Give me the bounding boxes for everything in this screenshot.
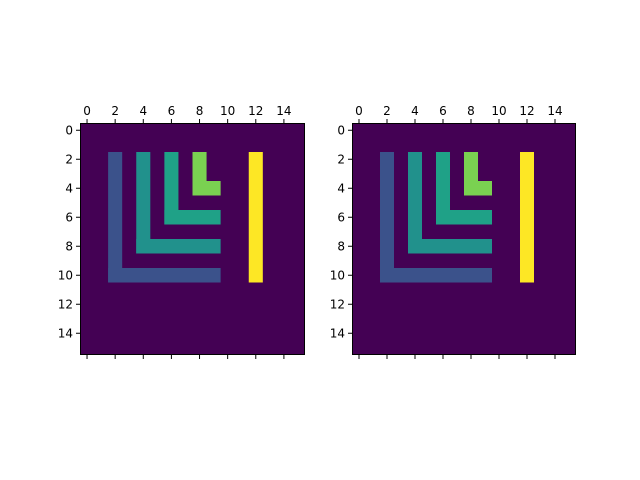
- heatmap-region-4: [408, 239, 492, 254]
- heatmap-region-1: [380, 152, 394, 283]
- x-tick-label: 2: [383, 104, 391, 118]
- y-tick-label: 10: [58, 268, 73, 282]
- x-tick-label: 6: [439, 104, 447, 118]
- x-tick-label: 10: [220, 104, 235, 118]
- heatmap-region-9: [248, 152, 263, 283]
- heatmap-region-8: [192, 181, 221, 196]
- heatmap-region-5: [164, 152, 179, 225]
- x-tick-label: 0: [355, 104, 363, 118]
- heatmap-region-3: [136, 152, 151, 254]
- y-tick-label: 4: [65, 181, 73, 195]
- axis-frame: [352, 123, 576, 355]
- x-tick-label: 14: [276, 104, 291, 118]
- axis-frame: [80, 123, 305, 355]
- panels: 0 2 4 6 8 10 12 14 0 2 4 6 8 10 12 14 0 2 4 6 8 10 12 14 0 2 4 6 8 10…: [58, 104, 576, 359]
- heatmap-region-6: [436, 210, 492, 225]
- y-tick-label: 2: [65, 152, 73, 166]
- heatmap-region-9: [520, 152, 534, 283]
- y-tick-label: 2: [337, 152, 345, 166]
- heatmap-region-3: [408, 152, 422, 254]
- heatmap-region-2: [380, 268, 492, 283]
- heatmap-region-8: [464, 181, 492, 196]
- x-tick-label: 12: [248, 104, 263, 118]
- x-tick-label: 8: [467, 104, 475, 118]
- heatmap-region-6: [164, 210, 221, 225]
- x-tick-label: 0: [83, 104, 91, 118]
- y-tick-label: 8: [337, 239, 345, 253]
- y-tick-label: 8: [65, 239, 73, 253]
- x-tick-label: 12: [519, 104, 534, 118]
- heatmap-panel-2: 0 2 4 6 8 10 12 14 0 2 4 6 8 10 12 14: [330, 104, 576, 359]
- y-tick-label: 10: [330, 268, 345, 282]
- x-tick-label: 14: [547, 104, 562, 118]
- y-tick-label: 6: [65, 210, 73, 224]
- y-tick-label: 0: [65, 123, 73, 137]
- heatmap-region-2: [108, 268, 221, 283]
- y-tick-label: 14: [330, 326, 345, 340]
- x-tick-label: 2: [111, 104, 119, 118]
- y-tick-label: 12: [330, 297, 345, 311]
- heatmap-region-1: [108, 152, 123, 283]
- y-tick-label: 6: [337, 210, 345, 224]
- x-tick-label: 10: [491, 104, 506, 118]
- y-tick-label: 12: [58, 297, 73, 311]
- x-tick-label: 8: [196, 104, 204, 118]
- y-tick-label: 14: [58, 326, 73, 340]
- heatmap-region-4: [136, 239, 221, 254]
- x-tick-label: 6: [168, 104, 176, 118]
- x-tick-label: 4: [411, 104, 419, 118]
- heatmap-region-5: [436, 152, 450, 225]
- y-tick-label: 4: [337, 181, 345, 195]
- x-tick-label: 4: [139, 104, 147, 118]
- heatmap-panel-1: 0 2 4 6 8 10 12 14 0 2 4 6 8 10 12 14: [58, 104, 305, 359]
- y-tick-label: 0: [337, 123, 345, 137]
